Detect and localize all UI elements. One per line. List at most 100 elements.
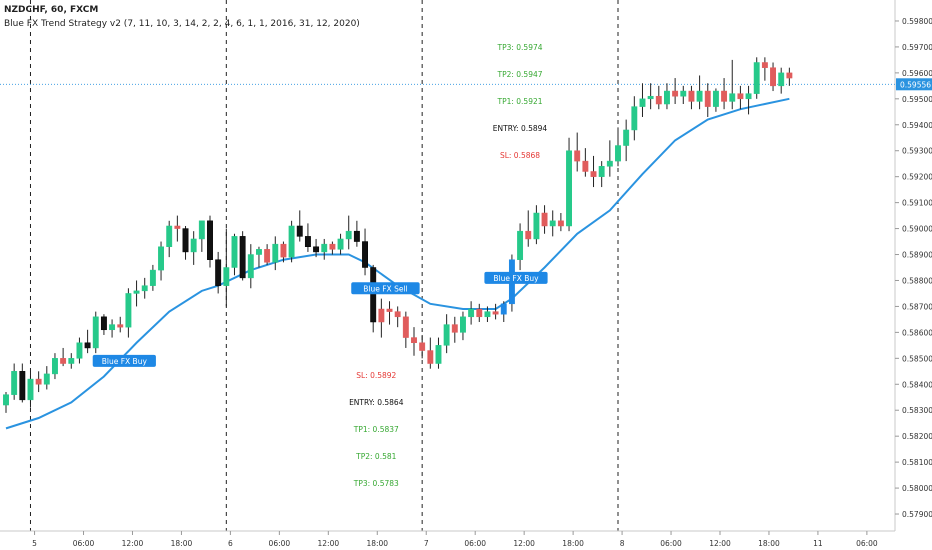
candle-body: [557, 220, 564, 227]
signal-label-box: [351, 282, 420, 295]
candle-body: [321, 243, 328, 253]
candle-body: [247, 254, 254, 279]
y-tick-label: 0.59300: [902, 147, 932, 156]
candle-body: [647, 95, 654, 100]
candle-body: [745, 93, 752, 100]
candle-body: [117, 324, 124, 328]
y-tick-label: 0.58600: [902, 328, 932, 337]
x-tick-label: 06:00: [73, 539, 95, 548]
candle-body: [778, 72, 785, 87]
candle-body: [672, 90, 679, 97]
y-tick-label: 0.59400: [902, 121, 932, 130]
candle-body: [500, 303, 507, 315]
y-tick-label: 0.58900: [902, 251, 932, 260]
x-tick-label: 12:00: [709, 539, 731, 548]
candle-body: [52, 358, 58, 375]
candle-body: [761, 62, 768, 68]
candle-body: [590, 171, 597, 177]
candle-body: [712, 90, 719, 107]
candle-body: [182, 228, 189, 253]
candle-body: [402, 316, 409, 338]
candle-body: [451, 324, 458, 333]
signal-label: Blue FX Buy: [102, 357, 148, 366]
candle-body: [239, 236, 246, 279]
candle-body: [435, 345, 442, 364]
y-tick-label: 0.59000: [902, 225, 932, 234]
current-price-label: 0.59556: [900, 80, 931, 89]
candle-body: [664, 90, 670, 105]
candle-body: [786, 72, 793, 79]
trade-level-label: TP2: 0.5947: [496, 70, 542, 79]
candle-body: [141, 285, 148, 292]
candle-body: [525, 230, 532, 240]
trade-level-label: TP3: 0.5783: [353, 479, 399, 488]
y-tick-label: 0.58400: [902, 380, 932, 389]
candle-body: [100, 316, 107, 331]
candle-body: [729, 93, 736, 102]
y-tick-label: 0.58700: [902, 302, 932, 311]
strategy-label: Blue FX Trend Strategy v2 (7, 11, 10, 3,…: [4, 19, 360, 29]
y-tick-label: 0.59600: [902, 69, 932, 78]
signal-label-box: [92, 354, 156, 367]
candle-body: [721, 90, 728, 102]
x-tick-label: 06:00: [856, 539, 878, 548]
candle-body: [606, 160, 613, 167]
candle-body: [353, 230, 360, 242]
candle-body: [198, 220, 205, 240]
candle-body: [753, 62, 760, 94]
candle-body: [492, 311, 499, 315]
candle-body: [125, 293, 132, 328]
candle-body: [231, 236, 238, 268]
y-tick-label: 0.58800: [902, 276, 932, 285]
candle-body: [223, 267, 230, 286]
chart-header: NZDCHF, 60, FXCM Blue FX Trend Strategy …: [4, 3, 360, 31]
candle-body: [476, 308, 483, 318]
signal-label: Blue FX Buy: [493, 274, 539, 283]
y-tick-label: 0.58300: [902, 406, 932, 415]
y-tick-label: 0.58000: [902, 484, 932, 493]
candle-body: [484, 311, 491, 318]
y-tick-label: 0.59500: [902, 95, 932, 104]
candle-body: [574, 150, 581, 162]
candle-body: [27, 378, 34, 401]
candle-body: [149, 269, 156, 286]
x-tick-label: 7: [424, 539, 429, 548]
candle-body: [190, 238, 197, 253]
y-tick-label: 0.58200: [902, 432, 932, 441]
x-tick-label: 12:00: [122, 539, 144, 548]
candle-body: [680, 90, 687, 97]
y-tick-label: 0.58100: [902, 458, 932, 467]
candle-body: [288, 225, 295, 258]
trade-level-label: TP2: 0.581: [355, 452, 396, 461]
candle-body: [655, 95, 662, 105]
candle-body: [460, 316, 466, 333]
candle-body: [215, 259, 222, 286]
candle-body: [166, 225, 173, 247]
candle-body: [207, 220, 213, 260]
y-tick-label: 0.59100: [902, 199, 932, 208]
x-tick-label: 8: [620, 539, 625, 548]
candle-body: [427, 350, 434, 364]
candle-body: [566, 150, 572, 227]
candle-body: [11, 371, 18, 395]
signal-label: Blue FX Sell: [363, 284, 407, 293]
candle-body: [329, 243, 336, 250]
x-tick-label: 11: [813, 539, 823, 548]
candle-body: [35, 378, 42, 385]
candle-body: [264, 249, 271, 263]
candle-body: [256, 249, 262, 255]
candle-body: [3, 394, 9, 406]
x-tick-label: 12:00: [513, 539, 535, 548]
x-tick-label: 06:00: [464, 539, 486, 548]
candle-body: [386, 308, 393, 312]
x-tick-label: 12:00: [318, 539, 340, 548]
current-price-badge: [896, 78, 932, 91]
trade-level-label: TP1: 0.5837: [353, 425, 399, 434]
candle-body: [378, 308, 385, 323]
candle-body: [533, 212, 540, 240]
candle-body: [43, 373, 50, 385]
candle-body: [517, 230, 524, 260]
candle-body: [345, 230, 352, 240]
x-tick-label: 06:00: [660, 539, 682, 548]
